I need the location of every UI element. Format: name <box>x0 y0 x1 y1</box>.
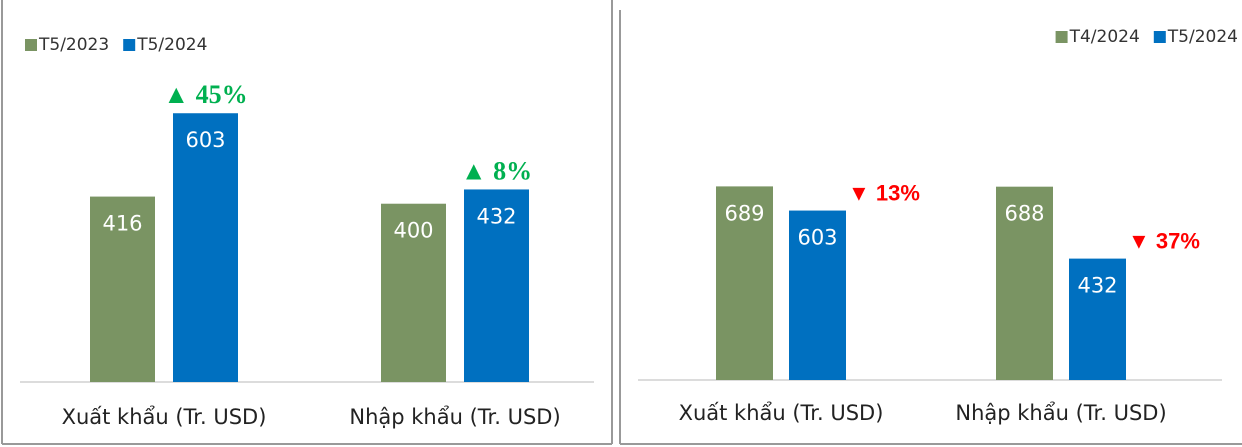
annotation: ▲ 8% <box>461 156 532 185</box>
value-label: 432 <box>476 204 516 228</box>
bar <box>1069 258 1126 380</box>
bar <box>464 189 529 382</box>
bar <box>381 203 446 382</box>
bar <box>173 113 238 382</box>
chart: Xuất khẩu (Tr. USD) 689 603 ▼ 13% Nhập khẩu … <box>619 10 1242 445</box>
bar <box>996 186 1053 380</box>
value-label: 603 <box>797 226 837 250</box>
legend-label: T5/2023 <box>38 35 109 55</box>
x-tick-label: Xuất khẩu (Tr. USD) <box>62 405 267 429</box>
legend-label: T5/2024 <box>136 35 207 55</box>
legend-swatch <box>123 39 136 51</box>
annotation: ▲ 45% <box>163 80 247 109</box>
x-tick-label: Nhập khẩu (Tr. USD) <box>349 405 560 429</box>
bar <box>90 196 155 382</box>
bar <box>716 186 773 380</box>
bar <box>789 210 846 380</box>
x-tick-label: Nhập khẩu (Tr. USD) <box>955 401 1166 425</box>
legend-label: T4/2024 <box>1069 27 1140 47</box>
value-label: 432 <box>1077 274 1117 298</box>
value-label: 688 <box>1004 202 1044 226</box>
x-tick-label: Xuất khẩu (Tr. USD) <box>679 401 884 425</box>
value-label: 689 <box>724 201 764 225</box>
chart: Xuất khẩu (Tr. USD) 416 603 ▲ 45% Nhập khẩu … <box>1 0 613 445</box>
legend-swatch <box>1055 31 1068 43</box>
legend-label: T5/2024 <box>1167 27 1238 47</box>
annotation: ▼ 13% <box>848 180 920 205</box>
value-label: 400 <box>393 219 433 243</box>
value-label: 416 <box>102 212 142 236</box>
value-label: 603 <box>185 128 225 152</box>
legend-swatch <box>25 39 37 51</box>
annotation: ▼ 37% <box>1128 228 1200 253</box>
legend-swatch <box>1153 31 1166 43</box>
